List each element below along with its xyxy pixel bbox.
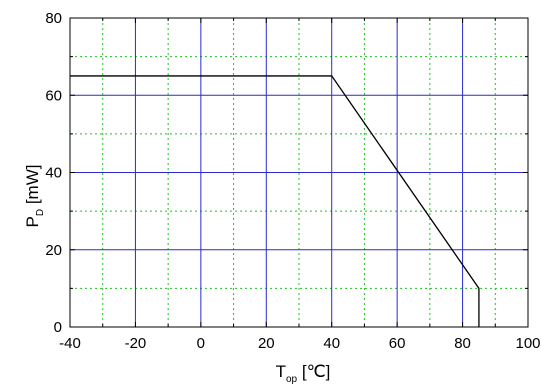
x-tick-label: 0 <box>197 335 205 352</box>
x-tick-label: 60 <box>389 335 406 352</box>
x-axis-title: Top [℃] <box>276 362 331 385</box>
y-tick-labels: 0 20 40 60 80 <box>45 10 62 336</box>
y-tick-label: 20 <box>45 242 62 259</box>
tick-marks <box>69 17 529 328</box>
x-axis-title-main: T <box>276 362 286 381</box>
x-tick-label: 20 <box>258 335 275 352</box>
y-axis-title-main: P <box>23 216 42 227</box>
x-axis-title-sub: op <box>286 374 298 385</box>
y-axis-title-unit: [mW] <box>23 165 42 209</box>
series-line <box>70 75 480 327</box>
y-axis-title-sub: D <box>35 209 46 216</box>
x-tick-label: 80 <box>454 335 471 352</box>
x-tick-label: -20 <box>125 335 147 352</box>
x-tick-label: -40 <box>59 335 81 352</box>
series-layer <box>70 75 480 327</box>
x-axis-title-unit: [℃] <box>297 362 330 381</box>
y-tick-label: 80 <box>45 10 62 27</box>
major-grid <box>70 18 528 327</box>
y-tick-label: 0 <box>54 319 62 336</box>
x-tick-labels: -40 -20 0 20 40 60 80 100 <box>59 335 540 352</box>
y-tick-label: 60 <box>45 87 62 104</box>
x-tick-label: 40 <box>323 335 340 352</box>
y-tick-label: 40 <box>45 165 62 182</box>
minor-grid <box>70 18 528 327</box>
y-axis-title: PD [mW] <box>23 165 46 228</box>
x-tick-label: 100 <box>515 335 540 352</box>
